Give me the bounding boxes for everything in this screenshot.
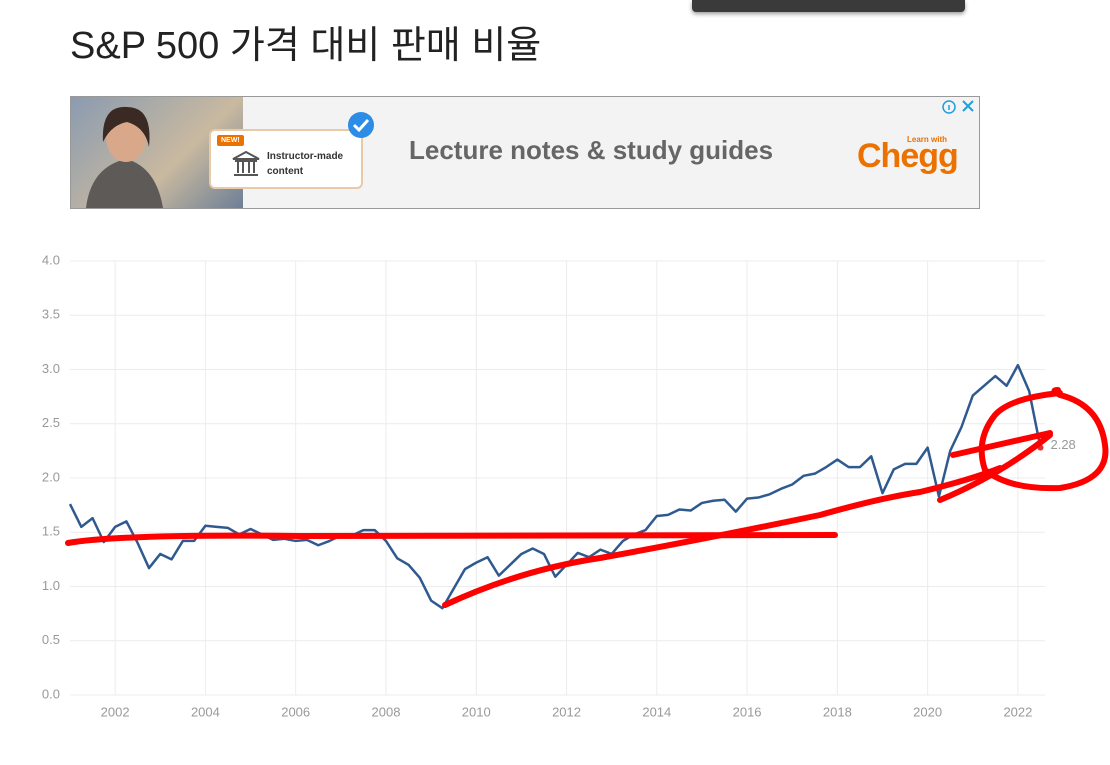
ad-badge: NEW! bbox=[217, 135, 244, 146]
x-tick-label: 2006 bbox=[281, 704, 310, 719]
x-tick-label: 2018 bbox=[823, 704, 852, 719]
advertisement[interactable]: NEW! Instructor-made content Lecture not… bbox=[70, 96, 980, 209]
grid: 0.0 0.5 1.0 1.5 2.0 2.5 3.0 3.5 4.0 2002 2004 2006 2… bbox=[42, 252, 1045, 719]
x-tick-label: 2008 bbox=[372, 704, 401, 719]
y-tick-label: 3.0 bbox=[42, 361, 60, 376]
x-tick-label: 2022 bbox=[1003, 704, 1032, 719]
x-tick-label: 2016 bbox=[733, 704, 762, 719]
y-tick-label: 0.0 bbox=[42, 686, 60, 701]
top-bar bbox=[692, 0, 965, 12]
y-tick-label: 1.0 bbox=[42, 578, 60, 593]
y-tick-label: 2.0 bbox=[42, 469, 60, 484]
y-tick-label: 2.5 bbox=[42, 415, 60, 430]
ad-close[interactable] bbox=[939, 97, 979, 117]
chart: 0.0 0.5 1.0 1.5 2.0 2.5 3.0 3.5 4.0 2002 2004 2006 2… bbox=[42, 252, 1109, 719]
page-title: S&P 500 가격 대비 판매 비율 bbox=[70, 25, 542, 67]
ad-brand: Chegg bbox=[857, 137, 959, 175]
last-value-label: 2.28 bbox=[1050, 437, 1075, 452]
ad-tagline: Learn with bbox=[907, 135, 948, 144]
marks: 2.28 bbox=[68, 363, 1076, 610]
ad-card: NEW! Instructor-made content bbox=[209, 112, 374, 189]
ad-icon bbox=[232, 150, 260, 176]
y-tick-label: 0.5 bbox=[42, 632, 60, 647]
x-tick-label: 2002 bbox=[101, 704, 130, 719]
ad-photo-art bbox=[86, 106, 163, 208]
y-tick-label: 4.0 bbox=[42, 252, 60, 267]
ad-headline: Lecture notes & study guides bbox=[409, 135, 774, 165]
x-tick-label: 2014 bbox=[642, 704, 671, 719]
x-tick-label: 2010 bbox=[462, 704, 491, 719]
x-tick-label: 2004 bbox=[191, 704, 220, 719]
x-tick-label: 2012 bbox=[552, 704, 581, 719]
hand-annotations bbox=[65, 387, 1109, 608]
ad-check bbox=[348, 112, 374, 138]
x-tick-label: 2020 bbox=[913, 704, 942, 719]
series-line bbox=[68, 363, 1042, 610]
y-tick-label: 3.5 bbox=[42, 307, 60, 322]
y-tick-label: 1.5 bbox=[42, 524, 60, 539]
ad-card-text: Instructor-made content bbox=[267, 151, 344, 177]
